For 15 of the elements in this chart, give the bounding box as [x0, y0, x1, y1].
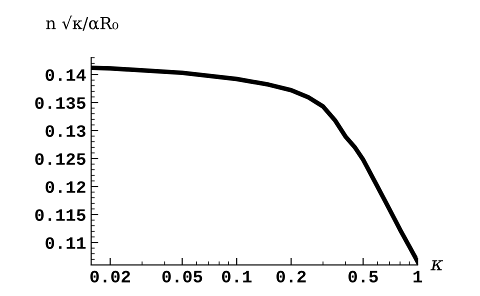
y-tick-label: 0.11 — [46, 237, 86, 249]
y-axis-title: n √κ/αR₀ — [46, 16, 118, 31]
y-tick-label: 0.135 — [35, 97, 86, 110]
x-tick-label: 0.02 — [90, 270, 130, 283]
y-tick-label: 0.12 — [46, 181, 86, 193]
x-tick-label: 1 — [414, 270, 422, 282]
x-tick-label: 0.5 — [348, 270, 378, 283]
y-tick-label: 0.115 — [35, 209, 86, 221]
x-axis-title: κ — [430, 260, 444, 270]
y-tick-label: 0.13 — [46, 125, 86, 138]
x-tick-label: 0.05 — [162, 270, 202, 283]
y-tick-label: 0.14 — [46, 69, 86, 81]
x-tick-label: 0.1 — [222, 270, 252, 283]
y-tick-label: 0.125 — [35, 153, 86, 165]
x-tick-label: 0.2 — [276, 270, 306, 283]
